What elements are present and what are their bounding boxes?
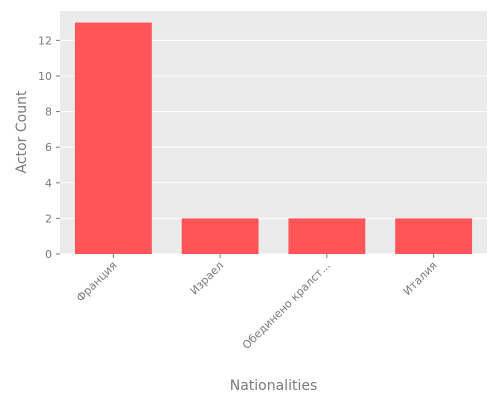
- x-tick-label: Франция: [74, 259, 120, 305]
- bar-1: [74, 22, 152, 255]
- x-axis-label: Nationalities: [230, 378, 318, 394]
- y-tick-label: 0: [45, 248, 52, 261]
- x-tick-label: Италия: [401, 259, 440, 298]
- x-tick-label: Обединено кралст...: [240, 259, 333, 352]
- y-tick-label: 2: [45, 212, 52, 225]
- x-tick-label: Израел: [188, 259, 227, 298]
- y-tick-label: 12: [38, 34, 52, 47]
- y-tick-label: 6: [45, 141, 52, 154]
- y-axis-label: Actor Count: [14, 90, 30, 173]
- y-tick-label: 8: [45, 106, 52, 119]
- y-tick-label: 4: [45, 177, 52, 190]
- bar-2: [181, 218, 259, 254]
- bar-4: [395, 218, 473, 254]
- y-tick-label: 10: [38, 70, 52, 83]
- bar-3: [288, 218, 366, 254]
